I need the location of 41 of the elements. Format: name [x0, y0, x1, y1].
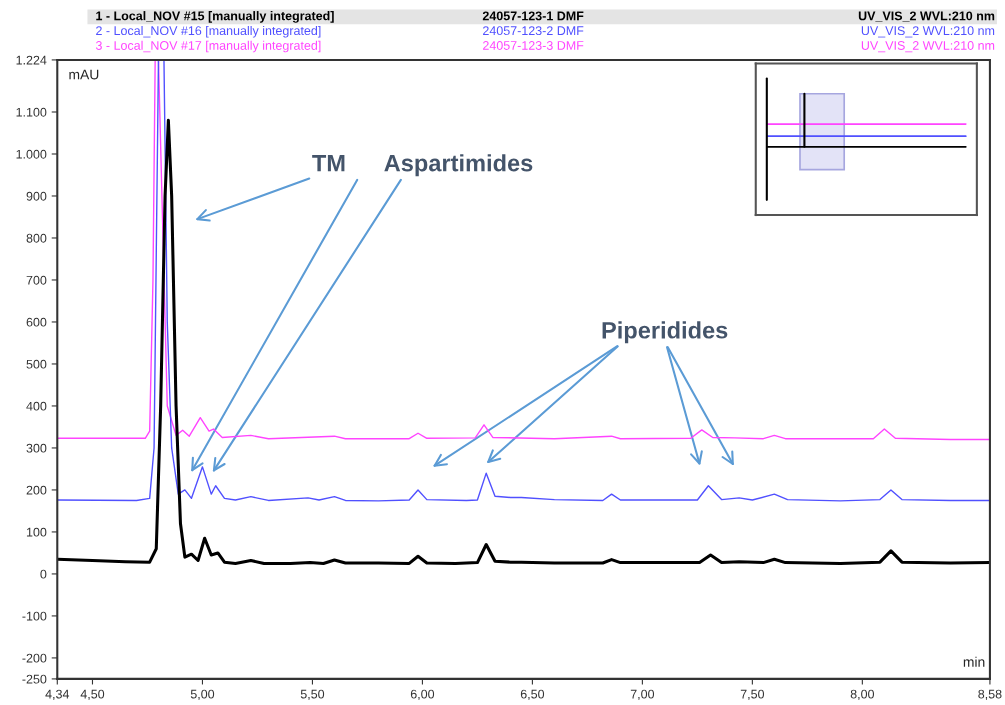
- y-tick-label: 700: [26, 275, 47, 285]
- text: UV_VIS_2 WVL:210 nm: [861, 41, 995, 53]
- y-tick-label: 100: [26, 527, 47, 537]
- x-tick-label: 5,50: [300, 689, 325, 700]
- y-tick-label: -250: [22, 674, 47, 684]
- x-tick-label: 7,00: [630, 689, 655, 700]
- x-tick-label: 6,50: [520, 689, 545, 700]
- x-tick-label: 8,00: [850, 689, 875, 700]
- y-tick-label: -200: [22, 653, 47, 663]
- annotation: Piperidides: [602, 321, 728, 344]
- text: 1 - Local_NOV #15 [manually integrated]: [96, 11, 334, 23]
- text: UV_VIS_2 WVL:210 nm: [861, 26, 995, 38]
- text: 3 - Local_NOV #17 [manually integrated]: [95, 40, 321, 53]
- y-tick-label: 900: [26, 191, 47, 201]
- line-series: [57, 118, 990, 565]
- text: UV_VIS_2 WVL:210 nm: [858, 11, 995, 22]
- text: 2 - Local_NOV #16 [manually integrated]: [96, 25, 321, 38]
- y-tick-label: -100: [22, 611, 47, 621]
- y-axis-title: mAU: [69, 69, 99, 80]
- y-tick-label: 200: [26, 485, 47, 495]
- x-tick-label: 7,50: [740, 689, 765, 700]
- annotation: TM: [312, 155, 345, 172]
- text: 24057-123-1 DMF: [482, 11, 584, 21]
- annotation: Aspartimides: [384, 154, 533, 177]
- x-tick-label: 5,00: [190, 689, 215, 700]
- y-tick-label: 1.000: [16, 149, 47, 159]
- x-axis-title: min: [963, 656, 985, 667]
- text: 24057-123-3 DMF: [483, 41, 584, 50]
- y-tick-label: 400: [26, 401, 47, 411]
- y-tick-label: 300: [26, 443, 47, 453]
- y-tick-label: 600: [26, 317, 47, 327]
- x-tick-label: 4,34: [45, 689, 70, 700]
- y-tick-label: 800: [26, 233, 47, 243]
- x-tick-label: 4,50: [80, 689, 105, 700]
- x-tick-label: 6,00: [410, 689, 435, 700]
- y-tick-label: 0: [40, 569, 47, 579]
- y-tick-label: 1.100: [16, 107, 47, 117]
- y-tick-label: 500: [26, 359, 47, 369]
- text: 24057-123-2 DMF: [483, 26, 584, 36]
- x-tick-label: 8,58: [978, 689, 1002, 700]
- y-tick-label: 1.224: [16, 55, 47, 65]
